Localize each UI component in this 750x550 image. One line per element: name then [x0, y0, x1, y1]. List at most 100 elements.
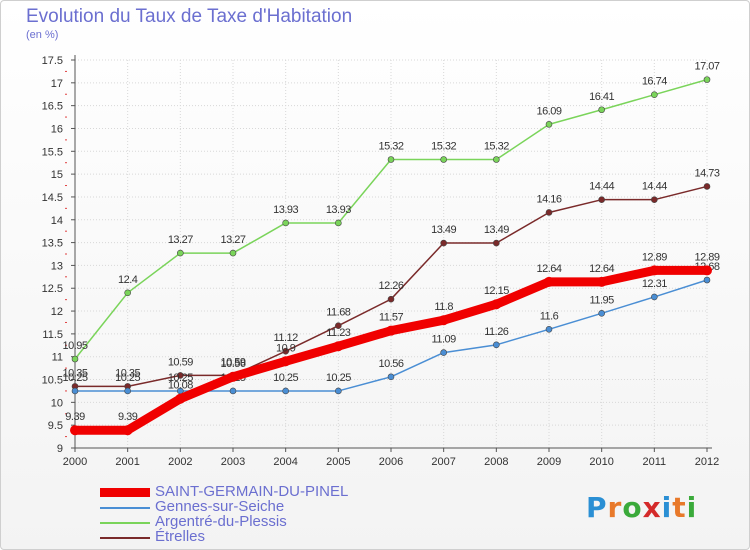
data-point: [387, 156, 395, 163]
data-label: 13.49: [484, 224, 509, 236]
data-label: 10.59: [220, 356, 245, 368]
x-tick-label: 2003: [221, 456, 245, 468]
data-label: 9.39: [118, 411, 138, 423]
data-point: [703, 276, 711, 284]
data-label: 11.12: [274, 332, 299, 344]
data-label: 13.49: [431, 224, 456, 236]
data-label: 12.89: [694, 251, 719, 263]
data-label: 10.25: [273, 372, 298, 384]
data-point: [544, 276, 554, 287]
data-point: [651, 293, 658, 301]
y-tick-label: 17.5: [42, 55, 63, 67]
legend-label: Argentré-du-Plessis: [155, 513, 287, 530]
data-point: [703, 76, 711, 83]
data-point: [545, 209, 553, 216]
data-label: 17.07: [694, 61, 719, 73]
data-label: 13.27: [220, 234, 245, 246]
y-tick-label: 17: [51, 78, 63, 90]
data-label: 10.08: [168, 380, 193, 392]
data-point: [333, 341, 344, 352]
data-point: [282, 219, 289, 227]
data-label: 11.8: [434, 301, 453, 313]
data-label: 14.16: [536, 193, 561, 205]
data-point: [545, 121, 553, 128]
data-label: 14.44: [589, 181, 614, 193]
y-tick-label: 10: [51, 397, 63, 409]
proxiti-logo: Proxiti: [586, 491, 698, 524]
data-label: 16.74: [642, 76, 667, 88]
x-tick-label: 2009: [537, 456, 561, 468]
data-label: 10.35: [62, 367, 87, 379]
data-label: 14.44: [642, 181, 667, 193]
legend-label: Étrelles: [155, 528, 206, 545]
data-point: [71, 355, 79, 363]
y-tick-label: 15.5: [42, 146, 63, 158]
chart-title: Evolution du Taux de Taxe d'Habitation: [26, 6, 353, 27]
data-point: [387, 295, 395, 303]
data-label: 12.64: [536, 263, 561, 275]
data-label: 10.25: [62, 372, 87, 384]
legend-swatch: [100, 488, 150, 497]
y-tick-label: 11: [52, 352, 63, 364]
data-label: 11.95: [590, 294, 615, 306]
data-point: [545, 326, 553, 333]
data-label: 12.64: [589, 263, 614, 275]
data-point: [229, 387, 237, 395]
y-tick-label: 10.5: [42, 375, 63, 387]
x-tick-label: 2002: [168, 456, 192, 468]
y-tick-label: 13.5: [42, 238, 63, 250]
data-label: 10.56: [220, 358, 245, 370]
data-label: 13.93: [326, 204, 351, 216]
x-tick-label: 2011: [643, 456, 667, 468]
data-point: [229, 249, 237, 257]
data-point: [493, 341, 500, 349]
data-point: [280, 356, 291, 367]
data-point: [386, 325, 396, 336]
data-point: [493, 239, 500, 247]
data-point: [122, 425, 133, 436]
data-label: 14.73: [694, 167, 719, 179]
data-label: 11.23: [326, 327, 351, 339]
data-point: [651, 91, 658, 98]
data-label: 15.32: [431, 141, 456, 153]
data-label: 16.09: [536, 105, 561, 117]
data-point: [175, 393, 186, 404]
data-label: 9.39: [65, 411, 85, 423]
data-point: [702, 265, 712, 276]
data-label: 10.35: [115, 367, 140, 379]
data-label: 11.57: [379, 312, 404, 324]
y-tick-label: 15: [51, 169, 63, 181]
data-point: [70, 425, 80, 436]
data-point: [335, 387, 342, 395]
data-point: [177, 372, 184, 379]
data-label: 15.32: [484, 141, 509, 153]
x-tick-label: 2000: [63, 456, 87, 468]
data-label: 10.95: [62, 340, 87, 352]
y-tick-label: 16: [51, 123, 63, 135]
x-tick-label: 2006: [379, 456, 403, 468]
data-label: 12.89: [642, 251, 667, 263]
data-label: 10.56: [378, 358, 403, 370]
data-point: [598, 106, 605, 114]
data-point: [228, 371, 238, 382]
data-label: 11.6: [540, 310, 559, 322]
data-label: 11.09: [432, 334, 457, 346]
chart-unit-label: (en %): [26, 29, 59, 41]
x-tick-label: 2001: [115, 456, 139, 468]
data-label: 12.31: [642, 278, 667, 290]
data-label: 11.68: [326, 307, 351, 319]
y-tick-label: 14: [51, 215, 63, 227]
data-point: [440, 156, 447, 163]
data-point: [491, 299, 502, 310]
data-label: 10.25: [115, 372, 140, 384]
data-point: [335, 219, 342, 227]
legend-label: Gennes-sur-Seiche: [155, 498, 285, 515]
data-label: 10.25: [326, 372, 351, 384]
data-label: 10.9: [276, 342, 296, 354]
data-label: 10.59: [168, 356, 193, 368]
data-point: [124, 387, 131, 395]
data-point: [282, 387, 289, 395]
y-tick-label: 11.5: [42, 329, 63, 341]
data-point: [649, 265, 660, 276]
